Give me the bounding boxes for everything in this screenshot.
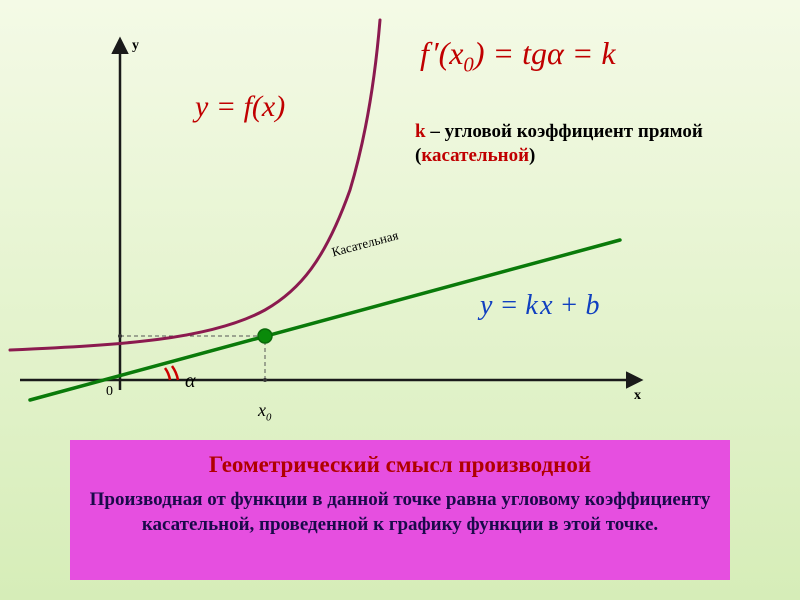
- info-body: Производная от функции в данной точке ра…: [84, 488, 716, 537]
- formula-fx: y = f(x): [195, 90, 285, 124]
- info-box: Геометрический смысл производной Произво…: [70, 440, 730, 580]
- formula-derivative: f ′(x0) = tgα = k: [420, 35, 616, 77]
- origin-label: 0: [106, 384, 113, 400]
- y-axis-label: у: [132, 38, 139, 54]
- formula-tangent-line: y = k x + b: [480, 290, 599, 322]
- info-title: Геометрический смысл производной: [84, 452, 716, 478]
- x-axis-label: х: [634, 388, 641, 404]
- k-caption: k – угловой коэффициент прямой (касатель…: [415, 120, 775, 168]
- alpha-label: α: [185, 370, 196, 393]
- x0-label: x0: [258, 400, 271, 424]
